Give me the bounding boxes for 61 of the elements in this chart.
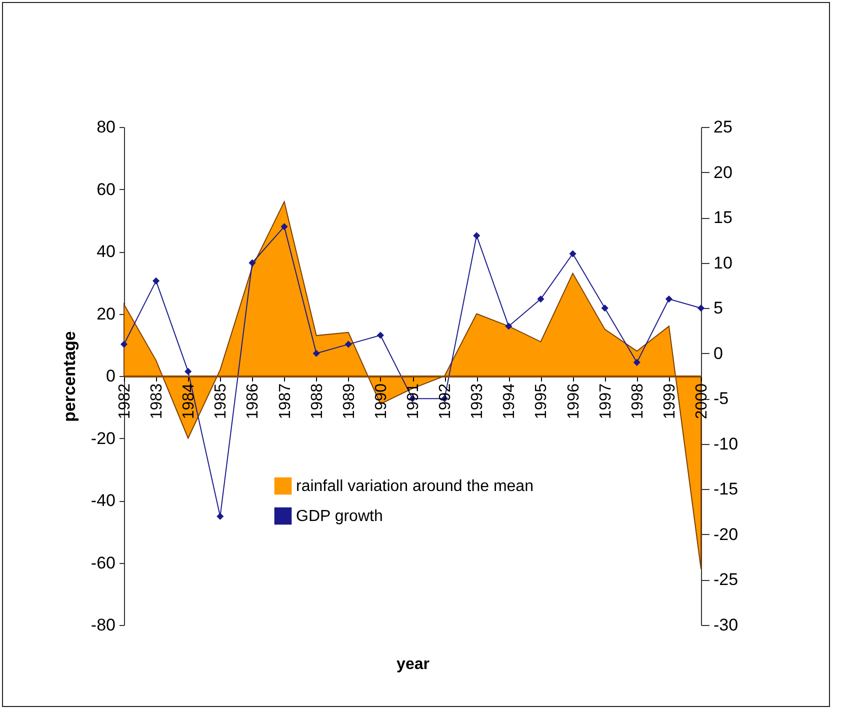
x-tick-label: 2000 [694,383,710,420]
x-tick-label: 1984 [180,383,198,420]
x-tick-label: 1985 [212,383,230,420]
point [569,250,576,258]
y-tick-label: 60 [96,180,116,199]
point [344,340,352,348]
x-tick-label: 1986 [244,383,262,420]
y2-tick-label: -20 [714,524,738,544]
y2-tick-label: 10 [714,253,732,272]
y2-tick-label: -30 [714,616,738,634]
y2-tick-label: -5 [714,389,729,408]
point [697,304,705,312]
x-axis-title: year [396,656,430,674]
point [184,368,192,376]
x-tick-label: 1982 [116,383,134,420]
y2-tick-label: 20 [714,162,732,182]
point [601,304,608,312]
point [248,259,256,266]
legend-label: GDP growth [296,508,383,525]
y2-tick-label: 15 [714,208,732,228]
x-tick-label: 1993 [469,383,486,420]
x-tick-label: 1989 [340,383,358,420]
y-tick-label: -20 [90,428,116,448]
x-tick-label: 1995 [533,383,550,420]
y-tick-label: -60 [90,553,116,572]
y2-tick-label: -15 [714,480,738,499]
point [537,296,544,303]
point [376,332,384,339]
x-tick-label: 1991 [405,383,422,420]
y-tick-label: 0 [106,366,116,386]
point [633,358,640,366]
x-tick-label: 1994 [501,383,518,420]
point [280,223,288,230]
y-axis-title: percentage [60,331,79,422]
y2-tick-label: 0 [714,344,723,363]
point [120,340,128,348]
x-tick-label: 1983 [148,383,166,420]
y-tick-label: 40 [96,242,116,261]
legend-label: rainfall variation around the mean [296,478,534,495]
x-tick-label: 1997 [597,383,614,420]
x-tick-label: 1988 [308,383,326,420]
y2-tick-label: 5 [714,298,723,318]
y2-tick-label: 25 [714,118,732,136]
y2-tick-label: -10 [714,434,738,454]
point [473,232,480,240]
point [152,277,160,284]
point [665,296,672,303]
y-tick-label: 80 [96,118,116,136]
point [505,322,512,330]
x-tick-label: 1990 [372,383,390,420]
x-tick-label: 1998 [629,383,646,420]
x-tick-label: 1992 [437,383,454,420]
y-tick-label: 20 [96,304,116,324]
x-tick-label: 1987 [276,383,294,420]
point [216,512,224,520]
x-tick-label: 1999 [661,383,678,420]
y2-tick-label: -25 [714,570,738,590]
point [312,350,320,357]
y-tick-label: -80 [90,616,116,634]
y-tick-label: -40 [90,491,116,510]
x-tick-label: 1996 [565,383,582,420]
